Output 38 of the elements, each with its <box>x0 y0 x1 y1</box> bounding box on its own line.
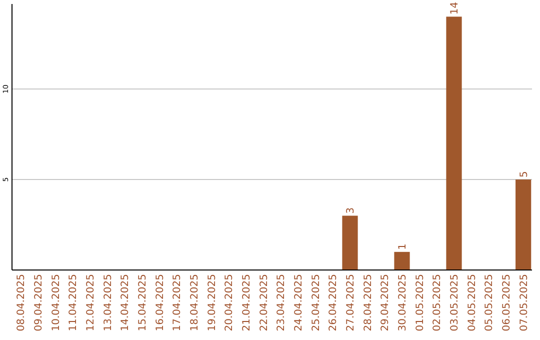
x-tick-label: 20.04.2025 <box>224 274 236 332</box>
x-tick-label: 01.05.2025 <box>414 274 426 332</box>
x-tick-label: 29.04.2025 <box>380 274 392 332</box>
x-tick-label: 03.05.2025 <box>450 274 460 332</box>
x-tick-label: 12.04.2025 <box>86 274 96 332</box>
x-tick-label: 25.04.2025 <box>310 274 322 332</box>
data-label: 5 <box>518 171 530 178</box>
x-tick-label: 11.04.2025 <box>68 274 80 332</box>
x-tick-label: 24.04.2025 <box>294 274 304 332</box>
bar <box>516 180 532 270</box>
data-label: 14 <box>450 2 460 15</box>
x-tick-label: 30.04.2025 <box>398 274 408 332</box>
x-tick-label: 05.05.2025 <box>484 274 496 332</box>
bar <box>342 216 358 270</box>
bar <box>446 16 462 270</box>
x-tick-label: 07.05.2025 <box>518 274 530 332</box>
x-tick-label: 06.05.2025 <box>502 274 512 332</box>
x-tick-label: 21.04.2025 <box>242 274 252 332</box>
x-tick-label: 22.04.2025 <box>258 274 270 332</box>
x-tick-label: 19.04.2025 <box>206 274 218 332</box>
x-tick-label: 14.04.2025 <box>120 274 132 332</box>
x-tick-label: 16.04.2025 <box>154 274 166 332</box>
x-tick-label: 23.04.2025 <box>276 274 288 332</box>
data-label: 3 <box>346 207 356 214</box>
data-label: 1 <box>398 244 408 250</box>
x-tick-label: 15.04.2025 <box>138 274 148 332</box>
x-tick-label: 18.04.2025 <box>190 274 200 332</box>
x-tick-label: 13.04.2025 <box>102 274 114 332</box>
x-tick-label: 08.04.2025 <box>16 274 28 332</box>
x-tick-label: 04.05.2025 <box>466 274 478 332</box>
x-tick-label: 02.05.2025 <box>432 274 444 332</box>
x-tick-label: 26.04.2025 <box>328 274 340 332</box>
x-tick-label: 09.04.2025 <box>34 274 44 332</box>
x-tick-label: 17.04.2025 <box>172 274 184 332</box>
x-tick-label: 27.04.2025 <box>346 274 356 332</box>
x-tick-label: 10.04.2025 <box>50 274 62 332</box>
bar <box>394 252 410 270</box>
x-tick-label: 28.04.2025 <box>362 274 374 332</box>
